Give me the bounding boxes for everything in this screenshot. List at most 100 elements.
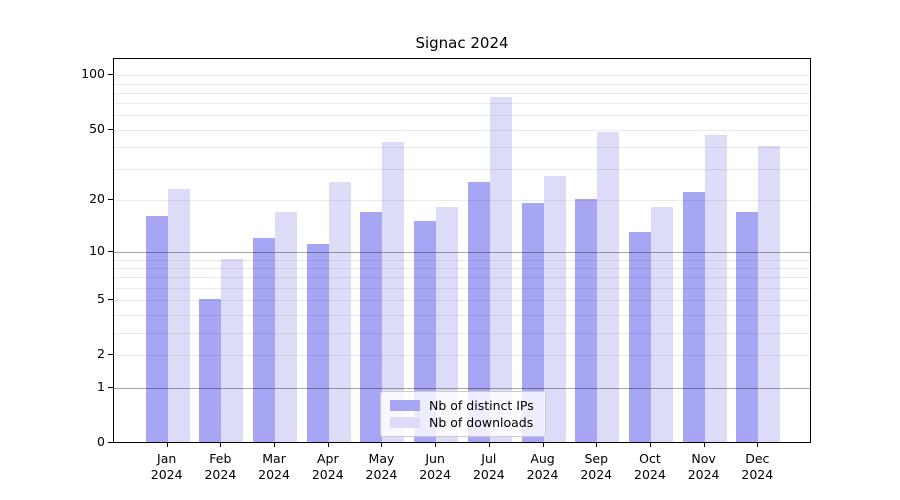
x-tick-label-apr-2024: Apr 2024	[298, 451, 358, 483]
bar-downloads-sep-2024	[597, 131, 620, 442]
y-tick-mark-20	[108, 199, 113, 200]
bar-downloads-feb-2024	[221, 258, 244, 442]
x-tick-mark-aug-2024	[543, 443, 544, 447]
bar-downloads-jun-2024	[436, 207, 459, 442]
bar-ips-nov-2024	[682, 192, 705, 442]
plot-area	[113, 58, 811, 443]
y-tick-label-10: 10	[89, 242, 105, 258]
x-tick-label-line: 2024	[204, 467, 237, 482]
bar-ips-apr-2024	[306, 243, 329, 442]
x-tick-mark-oct-2024	[650, 443, 651, 447]
x-tick-label-line: Sep	[584, 451, 608, 466]
x-tick-label-aug-2024: Aug 2024	[513, 451, 573, 483]
y-tick-label-0: 0	[97, 434, 105, 449]
bar-ips-oct-2024	[628, 231, 651, 442]
x-tick-label-line: 2024	[580, 467, 613, 482]
bar-downloads-may-2024	[382, 142, 405, 442]
x-tick-label-line: Mar	[262, 451, 286, 466]
legend-item-distinct-ips: Nb of distinct IPs	[390, 398, 536, 413]
gridline-y-60	[114, 115, 810, 117]
x-tick-mark-mar-2024	[274, 443, 275, 447]
x-tick-mark-dec-2024	[757, 443, 758, 447]
bar-downloads-mar-2024	[275, 211, 298, 442]
legend-swatch-downloads	[390, 417, 420, 429]
x-tick-label-dec-2024: Dec 2024	[727, 451, 787, 483]
x-tick-label-line: 2024	[365, 467, 398, 482]
bar-ips-mar-2024	[253, 237, 276, 442]
bar-ips-sep-2024	[575, 199, 598, 442]
x-tick-label-line: Oct	[639, 451, 661, 466]
bar-ips-aug-2024	[521, 203, 544, 442]
x-tick-label-line: 2024	[687, 467, 720, 482]
bar-ips-jul-2024	[467, 182, 490, 442]
y-tick-label-5: 5	[97, 291, 105, 307]
x-tick-label-may-2024: May 2024	[351, 451, 411, 483]
x-tick-mark-feb-2024	[220, 443, 221, 447]
bar-ips-jun-2024	[414, 221, 437, 442]
legend-label-downloads: Nb of downloads	[429, 415, 534, 431]
bar-ips-dec-2024	[736, 211, 759, 442]
y-tick-mark-2	[108, 354, 113, 355]
y-tick-label-100: 100	[81, 66, 105, 82]
bar-downloads-dec-2024	[758, 146, 781, 442]
x-tick-label-line: Dec	[745, 451, 770, 466]
x-tick-label-line: 2024	[472, 467, 505, 482]
bar-downloads-nov-2024	[704, 135, 727, 442]
y-tick-label-20: 20	[89, 191, 105, 207]
gridline-y-50	[114, 129, 810, 131]
y-tick-label-1: 1	[97, 378, 105, 394]
bar-downloads-jan-2024	[167, 188, 190, 442]
x-tick-label-feb-2024: Feb 2024	[190, 451, 250, 483]
gridline-y-100	[114, 75, 810, 77]
x-tick-label-line: 2024	[526, 467, 559, 482]
x-tick-label-nov-2024: Nov 2024	[674, 451, 734, 483]
bar-downloads-aug-2024	[543, 176, 566, 442]
gridline-y-70	[114, 103, 810, 105]
x-tick-label-line: 2024	[419, 467, 452, 482]
x-tick-mark-may-2024	[381, 443, 382, 447]
y-tick-mark-50	[108, 129, 113, 130]
x-tick-mark-jul-2024	[489, 443, 490, 447]
x-tick-mark-apr-2024	[328, 443, 329, 447]
bar-ips-feb-2024	[199, 299, 222, 442]
y-tick-mark-1	[108, 387, 113, 388]
x-tick-label-line: Aug	[530, 451, 555, 466]
y-tick-mark-100	[108, 74, 113, 75]
bar-downloads-jul-2024	[489, 96, 512, 442]
bar-downloads-apr-2024	[328, 182, 351, 442]
x-tick-mark-jan-2024	[167, 443, 168, 447]
y-tick-label-50: 50	[89, 120, 105, 136]
x-tick-label-line: May	[368, 451, 395, 466]
bar-ips-jan-2024	[145, 216, 168, 442]
x-tick-label-mar-2024: Mar 2024	[244, 451, 304, 483]
y-tick-mark-5	[108, 299, 113, 300]
x-tick-label-line: 2024	[150, 467, 183, 482]
x-tick-label-oct-2024: Oct 2024	[620, 451, 680, 483]
bar-downloads-oct-2024	[650, 207, 673, 442]
gridline-y-80	[114, 92, 810, 94]
x-tick-label-line: 2024	[741, 467, 774, 482]
legend-label-ips: Nb of distinct IPs	[429, 397, 534, 413]
x-tick-mark-nov-2024	[704, 443, 705, 447]
x-tick-label-line: 2024	[311, 467, 344, 482]
chart-title: Signac 2024	[415, 34, 509, 52]
gridline-y-90	[114, 83, 810, 85]
x-tick-label-line: Jul	[481, 451, 497, 466]
y-tick-mark-10	[108, 251, 113, 252]
x-tick-label-jan-2024: Jan 2024	[137, 451, 197, 483]
x-tick-label-line: Nov	[691, 451, 716, 466]
bar-ips-may-2024	[360, 211, 383, 442]
legend-swatch-ips	[390, 399, 420, 411]
x-tick-label-line: 2024	[258, 467, 290, 482]
legend-item-downloads: Nb of downloads	[390, 415, 536, 430]
x-tick-label-line: Jun	[425, 451, 445, 466]
legend: Nb of distinct IPs Nb of downloads	[380, 391, 546, 437]
x-tick-mark-sep-2024	[596, 443, 597, 447]
x-tick-label-sep-2024: Sep 2024	[566, 451, 626, 483]
x-tick-label-line: 2024	[634, 467, 666, 482]
x-tick-label-line: Apr	[316, 451, 339, 466]
x-tick-label-line: Jan	[157, 451, 177, 466]
x-tick-label-jul-2024: Jul 2024	[459, 451, 519, 483]
x-tick-label-line: Feb	[209, 451, 232, 466]
